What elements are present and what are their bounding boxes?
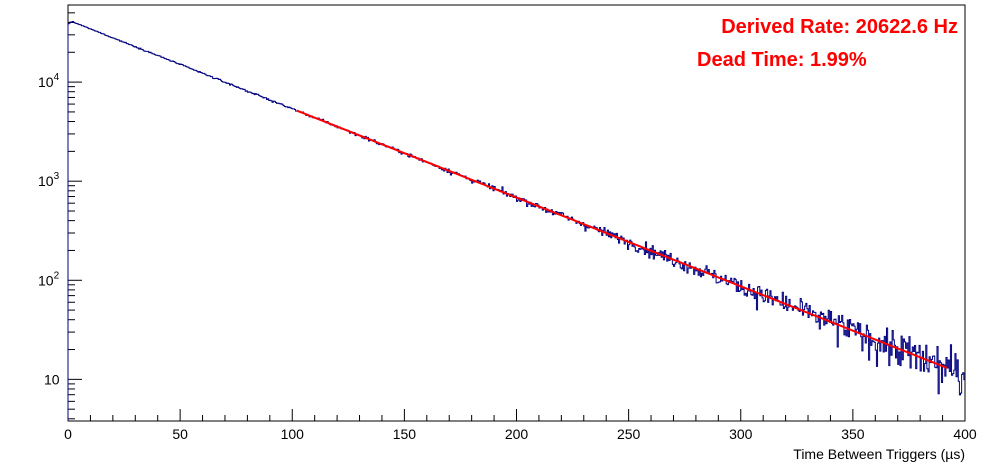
y-tick-label: 104	[38, 72, 60, 90]
y-tick-label: 102	[38, 270, 60, 288]
x-axis-label: Time Between Triggers (µs)	[793, 446, 965, 462]
x-axis: 0 50 100 150 200 250 300 350 400	[64, 409, 977, 442]
fit-line	[296, 109, 948, 369]
x-tick-label: 300	[729, 426, 753, 442]
x-tick-label: 100	[281, 426, 305, 442]
plot-frame	[67, 4, 966, 422]
x-tick-label: 50	[172, 426, 188, 442]
annotation-dead-time: Dead Time: 1.99%	[697, 49, 867, 71]
x-tick-label: 400	[953, 426, 977, 442]
x-tick-label: 0	[64, 426, 72, 442]
x-tick-label: 150	[393, 426, 417, 442]
x-tick-label: 250	[617, 426, 641, 442]
y-tick-label: 10	[44, 371, 60, 387]
y-tick-label: 103	[38, 171, 60, 189]
annotation-derived-rate: Derived Rate: 20622.6 Hz	[721, 16, 958, 38]
x-tick-label: 200	[505, 426, 529, 442]
x-tick-label: 350	[841, 426, 865, 442]
histogram-series	[67, 20, 965, 421]
